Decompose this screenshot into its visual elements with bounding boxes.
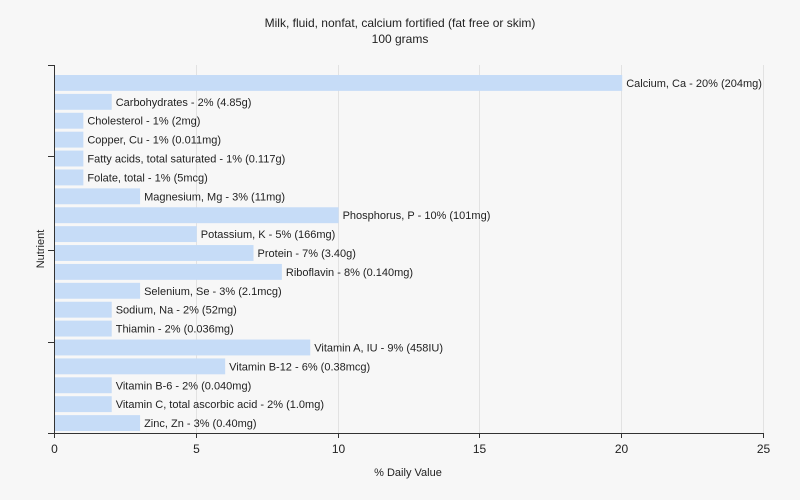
bar [55, 226, 197, 243]
bar-label: Vitamin B-6 - 2% (0.040mg) [116, 380, 252, 392]
chart-title-block: Milk, fluid, nonfat, calcium fortified (… [0, 15, 800, 47]
bar [55, 320, 112, 337]
bar [55, 301, 112, 318]
bar-label: Carbohydrates - 2% (4.85g) [116, 97, 252, 109]
bar [55, 188, 141, 205]
bar [55, 339, 311, 356]
bar [55, 245, 254, 261]
bar [55, 282, 141, 299]
bar [55, 207, 339, 224]
bar-label: Folate, total - 1% (5mcg) [87, 172, 207, 184]
bar [55, 415, 141, 431]
bar [55, 131, 84, 148]
bar [55, 112, 84, 129]
bar-label: Magnesium, Mg - 3% (11mg) [144, 191, 285, 203]
bar-label: Copper, Cu - 1% (0.011mg) [87, 135, 221, 147]
x-tick-label: 25 [757, 442, 771, 456]
bar-label: Thiamin - 2% (0.036mg) [116, 324, 234, 336]
bar-label: Cholesterol - 1% (2mg) [87, 116, 200, 128]
bar [55, 358, 226, 375]
bar-label: Potassium, K - 5% (166mg) [201, 229, 335, 241]
bar-label: Vitamin A, IU - 9% (458IU) [314, 342, 443, 354]
bar [55, 396, 112, 413]
bar-label: Fatty acids, total saturated - 1% (0.117… [87, 154, 285, 166]
bars: Calcium, Ca - 20% (204mg) Carbohydrates -… [55, 75, 762, 431]
bar [55, 75, 623, 91]
bar [55, 377, 112, 394]
bar-label: Riboflavin - 8% (0.140mg) [286, 267, 413, 279]
bar-label: Calcium, Ca - 20% (204mg) [626, 78, 762, 90]
bar-label: Selenium, Se - 3% (2.1mcg) [144, 286, 282, 298]
axes: 0 5 10 15 20 25 [48, 65, 770, 456]
bar [55, 263, 282, 280]
x-tick-label: 5 [193, 442, 200, 456]
bar [55, 93, 112, 110]
x-tick-label: 0 [51, 442, 58, 456]
x-tick-label: 20 [615, 442, 629, 456]
bar-label: Zinc, Zn - 3% (0.40mg) [144, 418, 256, 430]
bar-label: Sodium, Na - 2% (52mg) [116, 305, 237, 317]
x-tick-label: 15 [473, 442, 487, 456]
x-tick-label: 10 [332, 442, 346, 456]
bar [55, 150, 84, 167]
x-axis-title: % Daily Value [374, 467, 442, 479]
bar-label: Protein - 7% (3.40g) [258, 248, 356, 260]
chart-title: Milk, fluid, nonfat, calcium fortified (… [264, 16, 536, 30]
bar [55, 169, 84, 186]
bar-label: Phosphorus, P - 10% (101mg) [343, 210, 491, 222]
chart-subtitle: 100 grams [371, 32, 429, 46]
bar-label: Vitamin B-12 - 6% (0.38mcg) [229, 361, 370, 373]
y-axis-title: Nutrient [35, 230, 47, 269]
bar-label: Vitamin C, total ascorbic acid - 2% (1.0… [116, 399, 324, 411]
